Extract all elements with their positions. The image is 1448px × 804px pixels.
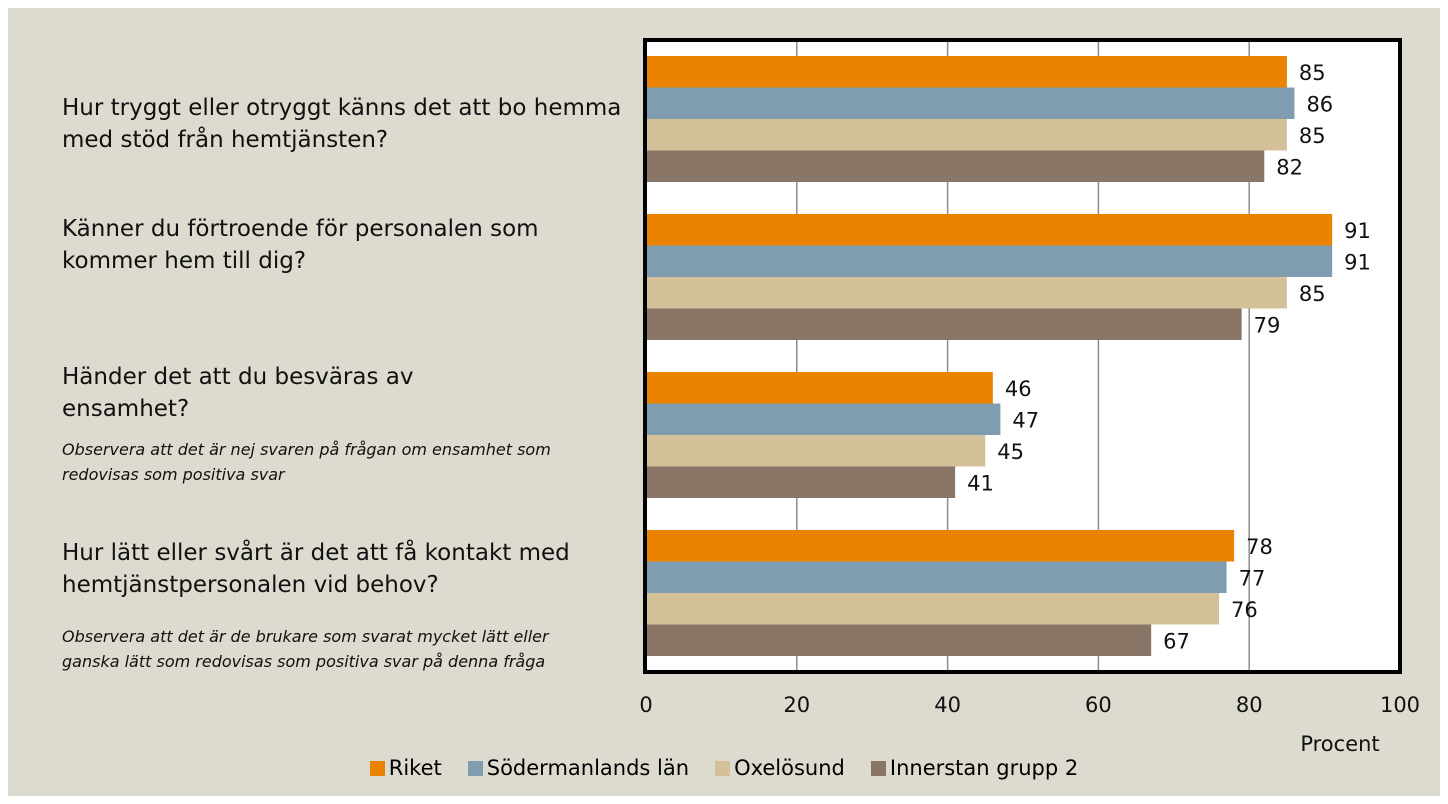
x-tick-label: 60 — [1085, 693, 1112, 717]
category-label: Hur lätt eller svårt är det att få konta… — [62, 540, 570, 598]
data-label: 67 — [1163, 629, 1190, 653]
bar — [646, 530, 1235, 562]
data-label: 85 — [1299, 61, 1326, 85]
annotation: Observera att det är de brukare som svar… — [62, 627, 549, 671]
bar — [646, 466, 956, 498]
data-label: 85 — [1299, 282, 1326, 306]
bar — [646, 56, 1287, 88]
legend-label: Innerstan grupp 2 — [889, 756, 1079, 780]
legend-label: Oxelösund — [734, 756, 845, 780]
legend-label: Riket — [388, 756, 442, 780]
legend-swatch — [715, 760, 731, 776]
legend-item: Innerstan grupp 2 — [870, 756, 1079, 780]
legend-item: Riket — [369, 756, 442, 780]
legend-swatch — [870, 760, 886, 776]
x-axis-label: Procent — [1300, 732, 1379, 756]
annotation: Observera att det är nej svaren på fråga… — [62, 440, 551, 484]
bar — [646, 150, 1265, 182]
legend-label: Södermanlands län — [486, 756, 690, 780]
bar — [646, 277, 1287, 309]
category-label: Händer det att du besväras av ensamhet? — [62, 364, 414, 422]
data-label: 45 — [997, 440, 1024, 464]
bar — [646, 593, 1220, 625]
bar — [646, 435, 986, 467]
bar — [646, 561, 1227, 593]
x-tick-label: 0 — [639, 693, 652, 717]
data-label: 86 — [1306, 92, 1333, 116]
x-tick-label: 80 — [1236, 693, 1263, 717]
legend-swatch — [467, 760, 483, 776]
legend: Riket Södermanlands län Oxelösund Innerstan… — [0, 756, 1448, 780]
data-label: 79 — [1254, 313, 1281, 337]
bar — [646, 245, 1333, 277]
bar — [646, 624, 1152, 656]
bars — [646, 56, 1333, 656]
x-tick-label: 40 — [934, 693, 961, 717]
data-label: 91 — [1344, 219, 1371, 243]
data-label: 82 — [1276, 155, 1303, 179]
bar — [646, 308, 1242, 340]
data-label: 85 — [1299, 124, 1326, 148]
data-label: 46 — [1005, 377, 1032, 401]
data-label: 91 — [1344, 250, 1371, 274]
data-label: 78 — [1246, 535, 1273, 559]
bar — [646, 372, 993, 404]
x-tick-label: 100 — [1380, 693, 1420, 717]
category-label: Känner du förtroende för personalen som … — [62, 216, 539, 274]
data-label: 47 — [1012, 408, 1039, 432]
plot-border — [643, 38, 1402, 674]
legend-item: Oxelösund — [715, 756, 845, 780]
bar — [646, 403, 1001, 435]
legend-swatch — [369, 760, 385, 776]
legend-item: Södermanlands län — [467, 756, 690, 780]
category-label: Hur tryggt eller otryggt känns det att b… — [62, 95, 622, 153]
bar — [646, 119, 1287, 151]
data-label: 76 — [1231, 598, 1258, 622]
bar — [646, 87, 1295, 119]
data-label: 41 — [967, 471, 994, 495]
x-tick-label: 20 — [783, 693, 810, 717]
data-label: 77 — [1239, 566, 1266, 590]
bar — [646, 214, 1333, 246]
